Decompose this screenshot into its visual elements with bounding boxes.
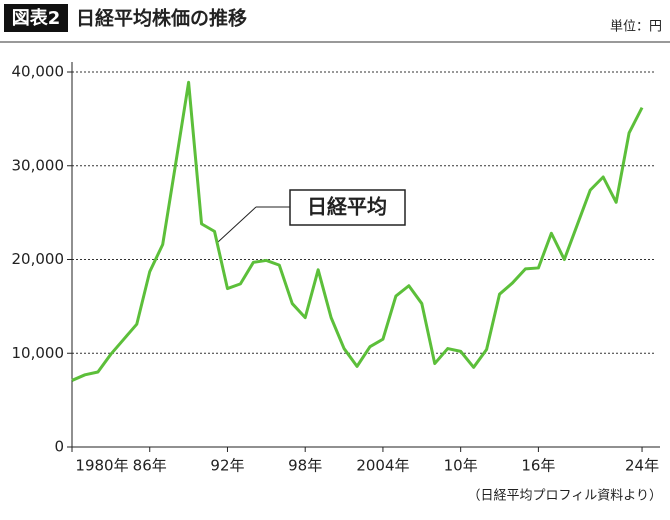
y-tick-label: 0 [54, 438, 64, 456]
unit: 単位：円 [610, 19, 662, 35]
annotation: 日経平均 [307, 195, 387, 219]
chart-title: 日経平均株価の推移 [76, 7, 247, 30]
y-tick-label: 10,000 [12, 344, 65, 362]
x-tick-label: 98年 [288, 457, 322, 475]
source: （日経平均プロフィル資料より） [468, 489, 662, 504]
annotation-leader [217, 206, 257, 243]
x-tick-label: 92年 [210, 457, 244, 475]
x-tick-label: 1980年 [75, 457, 128, 475]
x-tick-label: 10年 [444, 457, 478, 475]
annotation-box [289, 189, 406, 226]
label-box [4, 4, 68, 32]
x-tick-label: 24年 [625, 457, 659, 475]
y-tick-label: 20,000 [12, 250, 65, 268]
x-tick-label: 16年 [521, 457, 555, 475]
y-tick-label: 30,000 [12, 156, 65, 174]
y-tick-label: 40,000 [12, 63, 65, 81]
x-tick-label: 86年 [133, 457, 167, 475]
figure-label: 図表2 [12, 7, 61, 29]
data-line [71, 80, 644, 382]
x-tick-label: 2004年 [356, 457, 409, 475]
